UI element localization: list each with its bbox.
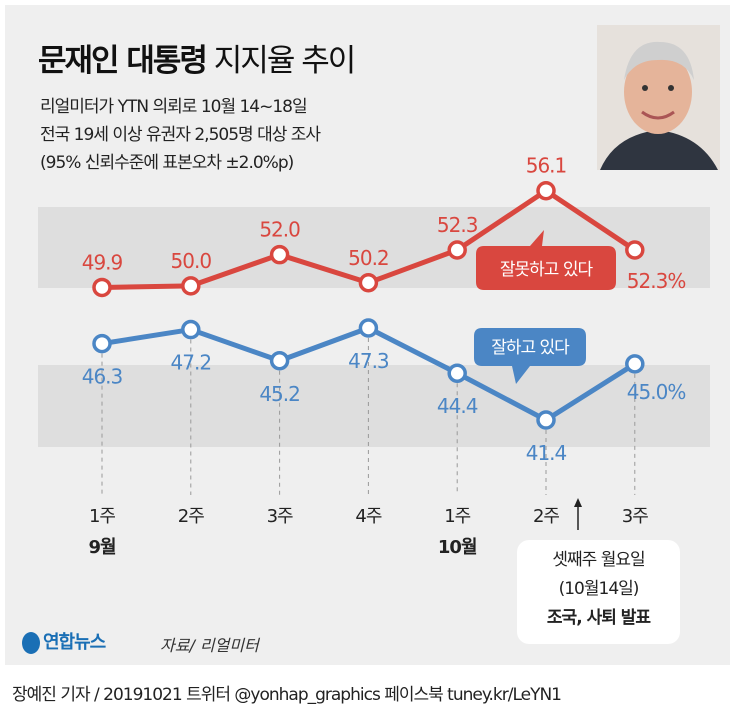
x-tick-label: 1주 [444, 506, 470, 527]
month-label: 10월 [438, 537, 477, 558]
legend-bubble-disapprove [476, 230, 616, 290]
x-tick-label: 3주 [622, 506, 648, 527]
subtitle-line: 리얼미터가 YTN 의뢰로 10월 14~18일 [40, 97, 308, 117]
x-tick-label: 1주 [89, 506, 115, 527]
data-label: 50.2 [348, 246, 389, 270]
subtitle-line: (95% 신뢰수준에 표본오차 ±2.0%p) [40, 153, 294, 173]
data-point [269, 244, 290, 265]
data-point [181, 319, 201, 340]
annotation-line: 셋째주 월요일 [552, 550, 645, 570]
data-point [536, 410, 556, 430]
legend-label: 잘하고 있다 [491, 338, 570, 358]
data-label: 46.3 [82, 365, 123, 389]
subtitle-line: 전국 19세 이상 유권자 2,505명 대상 조사 [40, 125, 321, 145]
page-title: 문재인 대통령 지지율 추이 [38, 43, 356, 79]
data-label: 50.0 [171, 249, 212, 273]
arrow-head-icon [574, 498, 582, 507]
data-point [92, 333, 112, 354]
data-point [358, 318, 379, 338]
data-point [92, 277, 112, 298]
month-label: 9월 [88, 537, 116, 558]
annotation-line: 조국, 사퇴 발표 [546, 608, 651, 628]
data-point [447, 363, 467, 383]
data-label: 45.2 [259, 382, 300, 406]
data-label: 49.9 [82, 250, 123, 274]
legend-bubble-approve [474, 328, 586, 384]
data-point [625, 240, 645, 260]
annotation-box: 셋째주 월요일 (10월14일) 조국, 사퇴 발표 [517, 540, 680, 644]
data-label: 41.4 [526, 441, 567, 465]
data-label: 56.1 [526, 154, 567, 178]
data-label: 52.0 [259, 218, 300, 242]
data-point [625, 354, 645, 374]
data-point [447, 240, 467, 260]
band [38, 365, 710, 447]
legend-label: 잘못하고 있다 [500, 260, 594, 280]
data-label: 52.3 [437, 213, 478, 237]
data-point [358, 273, 379, 293]
data-point [269, 351, 290, 371]
x-tick-label: 3주 [267, 506, 293, 527]
data-label: 52.3% [627, 269, 686, 293]
x-tick-label: 2주 [178, 506, 204, 527]
data-label: 47.2 [171, 351, 212, 375]
x-tick-label: 4주 [355, 506, 381, 527]
source-text: 자료/ 리얼미터 [160, 636, 259, 655]
x-tick-label: 2주 [533, 506, 559, 527]
logo-icon [22, 632, 40, 654]
data-label: 44.4 [437, 394, 478, 418]
data-point [536, 180, 556, 201]
data-point [181, 276, 201, 296]
yonhap-logo: 연합뉴스 [22, 628, 106, 654]
portrait-photo [597, 25, 720, 170]
data-label: 45.0% [627, 380, 686, 404]
footer-credit: 장예진 기자 / 20191021 트위터 @yonhap_graphics 페… [12, 685, 562, 705]
annotation-line: (10월14일) [558, 579, 640, 599]
data-label: 47.3 [348, 349, 389, 373]
